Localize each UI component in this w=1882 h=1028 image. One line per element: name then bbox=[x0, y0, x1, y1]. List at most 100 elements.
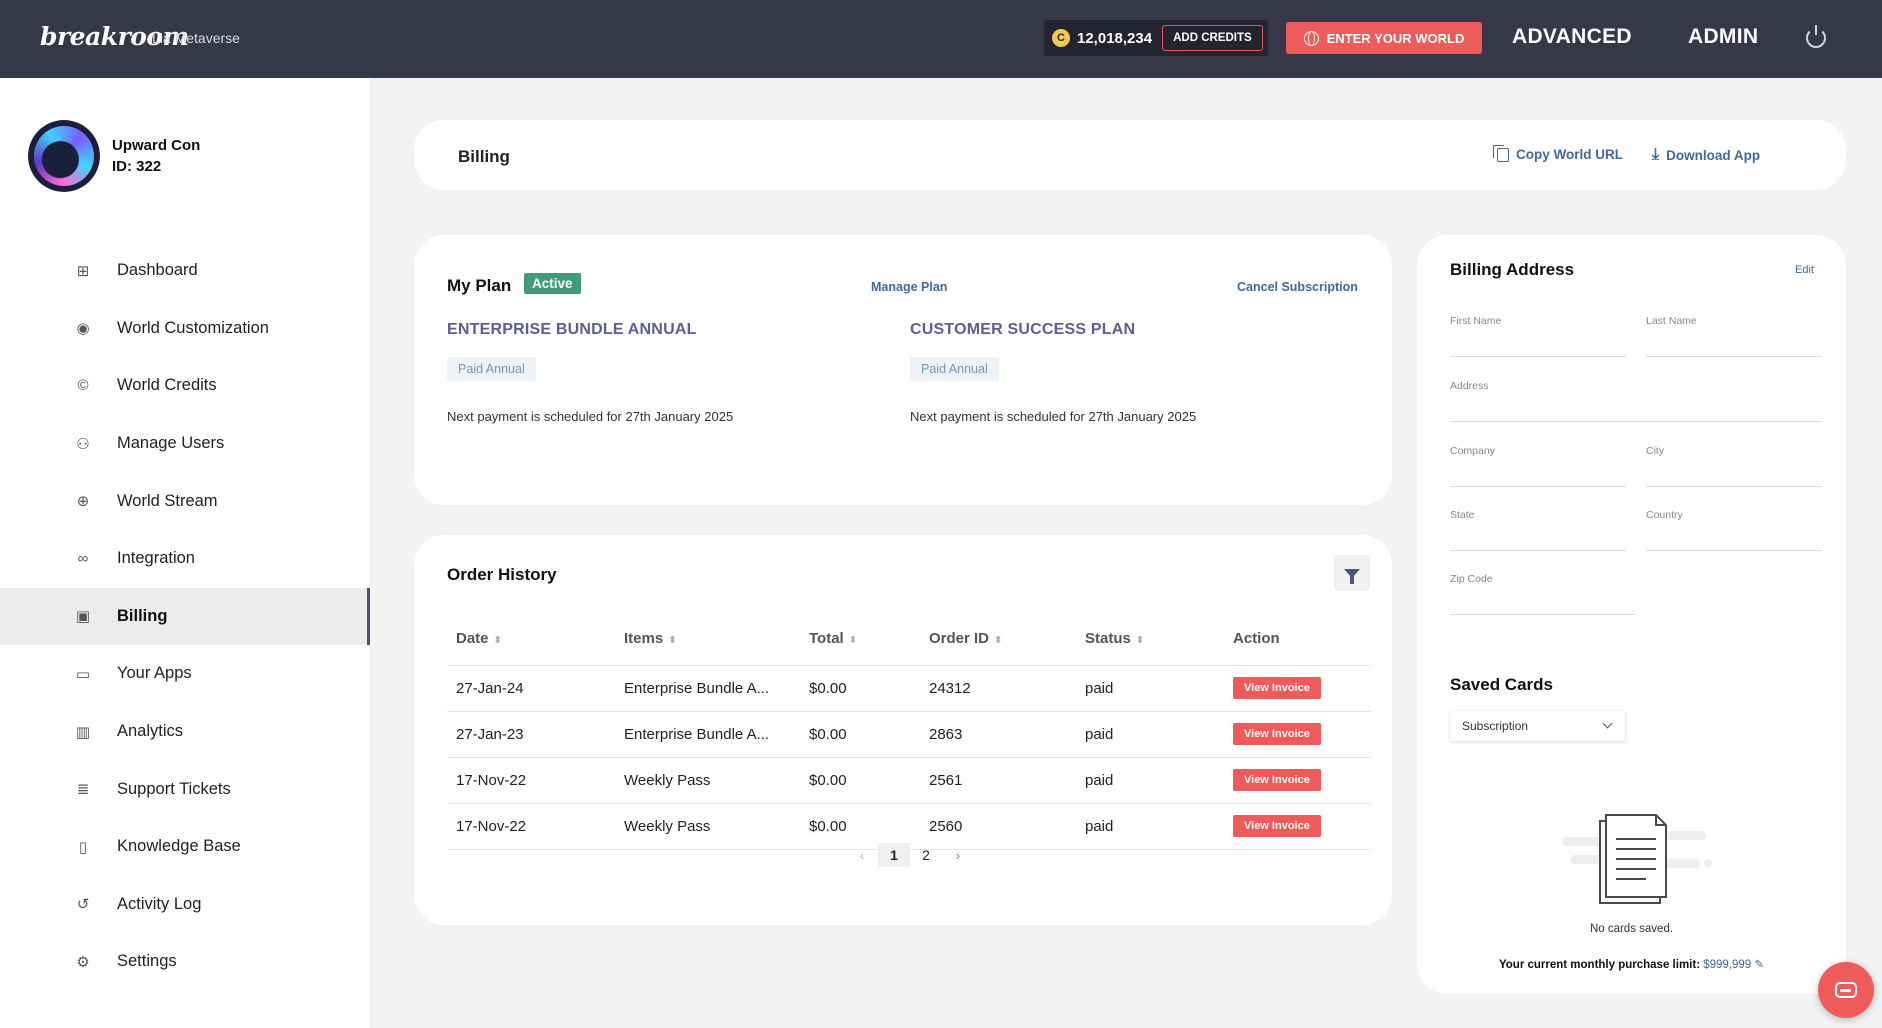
copy-world-url-link[interactable]: Copy World URL bbox=[1493, 144, 1623, 162]
first-name-input[interactable] bbox=[1450, 337, 1626, 352]
purchase-limit-value[interactable]: $999,999 bbox=[1703, 959, 1752, 971]
sidebar-item-settings[interactable]: ⚙ Settings bbox=[0, 933, 370, 991]
sort-icon[interactable]: ⬍ bbox=[994, 635, 1003, 647]
column-header-order-id[interactable]: Order ID ⬍ bbox=[920, 613, 1076, 666]
manage-plan-link[interactable]: Manage Plan bbox=[871, 280, 948, 294]
purchase-limit: Your current monthly purchase limit: $99… bbox=[1417, 957, 1846, 971]
column-header-items[interactable]: Items ⬍ bbox=[615, 613, 800, 666]
sidebar-item-label: Activity Log bbox=[117, 894, 202, 913]
sidebar-item-world-stream[interactable]: ⊕ World Stream bbox=[0, 472, 370, 530]
view-invoice-button[interactable]: View Invoice bbox=[1233, 723, 1321, 745]
ticket-icon: ≣ bbox=[76, 781, 90, 799]
user-id: ID: 322 bbox=[112, 158, 162, 175]
view-invoice-button[interactable]: View Invoice bbox=[1233, 815, 1321, 837]
no-cards-text: No cards saved. bbox=[1589, 923, 1674, 935]
download-app-link[interactable]: ⤓ Download App bbox=[1652, 147, 1760, 163]
cancel-subscription-link[interactable]: Cancel Subscription bbox=[1237, 280, 1358, 294]
top-bar: breakroom Lia Metaverse C 12,018,234 ADD… bbox=[0, 0, 1882, 78]
page-button[interactable]: 1 bbox=[878, 843, 910, 867]
sidebar-item-dashboard[interactable]: ⊞ Dashboard bbox=[0, 242, 370, 300]
brand-logo[interactable]: breakroom bbox=[40, 22, 189, 51]
prev-page-icon[interactable]: ‹ bbox=[859, 847, 865, 863]
sort-icon[interactable]: ⬍ bbox=[1135, 635, 1145, 647]
filter-button[interactable] bbox=[1334, 555, 1370, 591]
column-header-status[interactable]: Status ⬍ bbox=[1076, 613, 1224, 666]
sidebar-item-world-credits[interactable]: © World Credits bbox=[0, 357, 370, 415]
sidebar-item-analytics[interactable]: ▥ Analytics bbox=[0, 703, 370, 761]
saved-cards-title: Saved Cards bbox=[1450, 675, 1553, 694]
sidebar-item-billing[interactable]: ▣ Billing bbox=[0, 587, 370, 646]
power-icon[interactable] bbox=[1806, 25, 1826, 48]
first-name-label: First Name bbox=[1450, 315, 1502, 327]
next-payment-text: Next payment is scheduled for 27th Janua… bbox=[910, 409, 1197, 424]
avatar bbox=[28, 120, 100, 192]
page-button[interactable]: 2 bbox=[922, 847, 930, 863]
cell-items: Enterprise Bundle A... bbox=[615, 665, 800, 712]
add-credits-button[interactable]: ADD CREDITS bbox=[1162, 25, 1263, 51]
sort-icon[interactable]: ⬍ bbox=[668, 635, 677, 647]
edit-pencil-icon[interactable]: ✎ bbox=[1754, 959, 1765, 971]
copy-icon bbox=[1493, 144, 1509, 162]
column-header-action: Action bbox=[1224, 613, 1371, 666]
sidebar-item-label: Knowledge Base bbox=[117, 837, 241, 856]
admin-link[interactable]: ADMIN bbox=[1688, 25, 1759, 48]
column-header-label: Status bbox=[1085, 630, 1131, 648]
state-field: State bbox=[1450, 509, 1626, 551]
gear-icon: ⚙ bbox=[76, 953, 90, 971]
sidebar-item-integration[interactable]: ∞ Integration bbox=[0, 530, 370, 588]
table-header-row: Date ⬍ Items ⬍ Total ⬍ Order ID ⬍ Status ⬍ Action bbox=[447, 613, 1371, 666]
chat-button[interactable] bbox=[1818, 962, 1874, 1018]
my-plan-title: My Plan bbox=[447, 276, 512, 295]
cell-items: Weekly Pass bbox=[615, 803, 800, 850]
billing-address-title: Billing Address bbox=[1450, 260, 1575, 279]
view-invoice-button[interactable]: View Invoice bbox=[1233, 769, 1321, 791]
sort-icon[interactable]: ⬍ bbox=[848, 635, 858, 647]
address-input[interactable] bbox=[1450, 402, 1822, 417]
credits-balance: 12,018,234 bbox=[1077, 29, 1153, 47]
add-user-icon: ⚇ bbox=[76, 435, 90, 453]
column-header-date[interactable]: Date ⬍ bbox=[447, 613, 615, 666]
sidebar-item-label: Dashboard bbox=[117, 261, 198, 280]
view-invoice-button[interactable]: View Invoice bbox=[1233, 677, 1321, 699]
cell-total: $0.00 bbox=[800, 803, 920, 850]
sidebar-item-knowledge-base[interactable]: ▯ Knowledge Base bbox=[0, 818, 370, 876]
cell-status: paid bbox=[1076, 803, 1224, 850]
enter-world-button[interactable]: ENTER YOUR WORLD bbox=[1286, 22, 1482, 54]
state-input[interactable] bbox=[1450, 531, 1626, 546]
cell-order-id: 2863 bbox=[920, 711, 1076, 758]
column-header-label: Action bbox=[1233, 630, 1280, 648]
order-history-card: Order History Date ⬍ Items ⬍ Total ⬍ Order ID ⬍… bbox=[414, 535, 1392, 925]
saved-cards-select[interactable]: Subscription bbox=[1450, 711, 1625, 741]
last-name-label: Last Name bbox=[1646, 315, 1697, 327]
globe-icon: ⊕ bbox=[76, 493, 90, 511]
advanced-link[interactable]: ADVANCED bbox=[1512, 25, 1632, 48]
cell-date: 27-Jan-23 bbox=[447, 711, 615, 758]
order-history-title: Order History bbox=[447, 565, 557, 584]
cell-action: View Invoice bbox=[1224, 757, 1371, 804]
sidebar-item-label: Support Tickets bbox=[117, 779, 231, 798]
sidebar-item-your-apps[interactable]: ▭ Your Apps bbox=[0, 645, 370, 703]
sidebar-item-activity-log[interactable]: ↺ Activity Log bbox=[0, 876, 370, 934]
edit-address-link[interactable]: Edit bbox=[1795, 264, 1814, 276]
table-row: 27-Jan-23 Enterprise Bundle A... $0.00 2863… bbox=[447, 711, 1371, 758]
zip-code-input[interactable] bbox=[1450, 595, 1636, 610]
enter-world-label: ENTER YOUR WORLD bbox=[1326, 30, 1465, 46]
sidebar-item-manage-users[interactable]: ⚇ Manage Users bbox=[0, 415, 370, 473]
zip-code-label: Zip Code bbox=[1450, 573, 1493, 585]
sidebar-item-label: Analytics bbox=[117, 722, 184, 741]
next-page-icon[interactable]: › bbox=[955, 847, 961, 863]
sort-icon[interactable]: ⬍ bbox=[493, 635, 502, 647]
sidebar-item-world-customization[interactable]: ◉ World Customization bbox=[0, 300, 370, 358]
last-name-input[interactable] bbox=[1646, 337, 1822, 352]
company-input[interactable] bbox=[1450, 467, 1626, 482]
page-title: Billing bbox=[458, 147, 510, 166]
sidebar-item-support-tickets[interactable]: ≣ Support Tickets bbox=[0, 760, 370, 818]
sidebar-item-label: World Credits bbox=[117, 376, 217, 395]
dashboard-icon: ⊞ bbox=[76, 262, 90, 280]
city-input[interactable] bbox=[1646, 467, 1822, 482]
country-input[interactable] bbox=[1646, 531, 1822, 546]
world-name: Lia Metaverse bbox=[152, 30, 240, 46]
column-header-total[interactable]: Total ⬍ bbox=[800, 613, 920, 666]
empty-document-icon bbox=[1562, 814, 1712, 904]
cell-items: Weekly Pass bbox=[615, 757, 800, 804]
